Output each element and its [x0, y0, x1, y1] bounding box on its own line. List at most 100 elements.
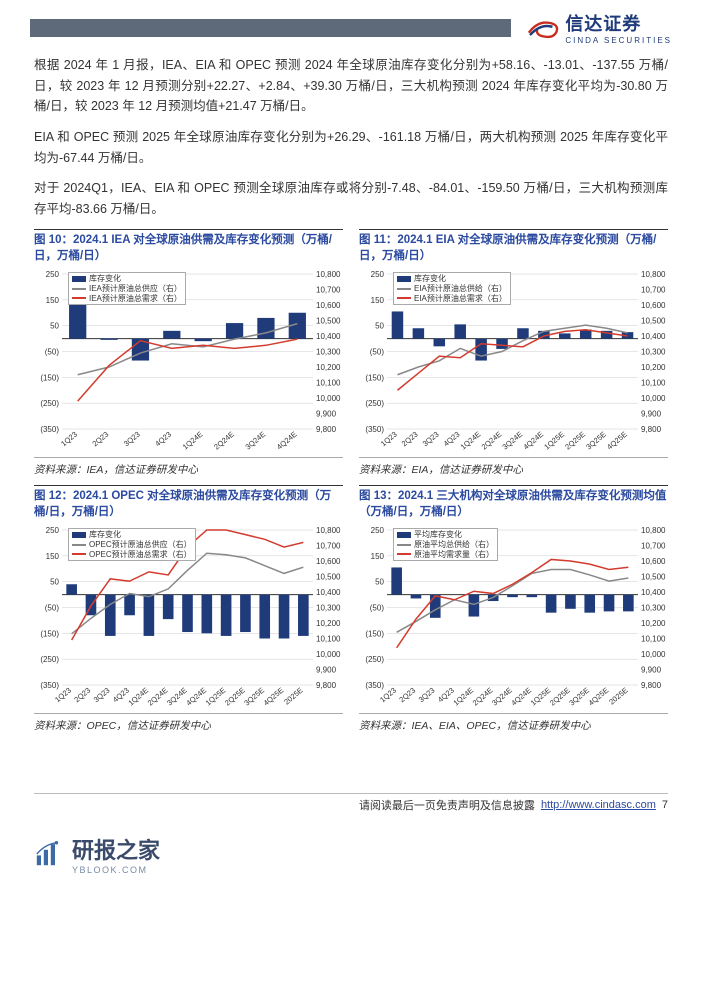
svg-text:10,200: 10,200 [316, 363, 341, 372]
svg-text:3Q23: 3Q23 [122, 430, 142, 449]
svg-text:2Q25E: 2Q25E [563, 430, 587, 452]
svg-text:10,200: 10,200 [641, 619, 666, 628]
svg-text:2Q24E: 2Q24E [471, 686, 495, 708]
svg-text:10,300: 10,300 [316, 604, 341, 613]
header: 信达证券 CINDA SECURITIES [30, 10, 672, 45]
svg-text:1Q23: 1Q23 [59, 430, 79, 449]
svg-text:1Q24E: 1Q24E [181, 430, 205, 452]
svg-text:2Q24E: 2Q24E [146, 686, 170, 708]
svg-text:10,100: 10,100 [641, 379, 666, 388]
svg-text:150: 150 [371, 552, 385, 561]
svg-text:10,000: 10,000 [316, 650, 341, 659]
svg-text:10,800: 10,800 [316, 270, 341, 279]
chart-12-source: 资料来源：OPEC，信达证券研发中心 [34, 718, 343, 733]
chart-10: 图 10：2024.1 IEA 对全球原油供需及库存变化预测（万桶/日，万桶/日… [34, 229, 343, 477]
chart-11-source: 资料来源：EIA，信达证券研发中心 [359, 462, 668, 477]
chart-13: 图 13：2024.1 三大机构对全球原油供需及库存变化预测均值（万桶/日，万桶… [359, 485, 668, 733]
svg-text:1Q25E: 1Q25E [542, 430, 566, 452]
svg-text:2Q25E: 2Q25E [548, 686, 572, 708]
footer-url[interactable]: http://www.cindasc.com [541, 799, 656, 811]
svg-text:2Q25E: 2Q25E [223, 686, 247, 708]
svg-text:10,700: 10,700 [641, 542, 666, 551]
svg-text:(150): (150) [365, 374, 384, 383]
svg-text:10,500: 10,500 [316, 573, 341, 582]
svg-text:10,000: 10,000 [641, 650, 666, 659]
svg-text:(250): (250) [40, 656, 59, 665]
svg-text:9,900: 9,900 [316, 666, 337, 675]
svg-text:50: 50 [50, 322, 59, 331]
svg-text:9,800: 9,800 [641, 425, 662, 434]
svg-text:2Q23: 2Q23 [72, 686, 92, 705]
svg-text:(50): (50) [45, 348, 60, 357]
svg-text:4Q25E: 4Q25E [262, 686, 286, 708]
chart-11-canvas: (350)(250)(150)(50)501502509,8009,90010,… [359, 268, 668, 458]
svg-text:(250): (250) [40, 400, 59, 409]
svg-text:4Q23: 4Q23 [153, 430, 173, 449]
paragraph-3: 对于 2024Q1，IEA、EIA 和 OPEC 预测全球原油库存或将分别-7.… [34, 178, 668, 219]
svg-text:10,600: 10,600 [641, 557, 666, 566]
svg-text:(350): (350) [365, 681, 384, 690]
chart-11-title: 图 11：2024.1 EIA 对全球原油供需及库存变化预测（万桶/日，万桶/日… [359, 229, 668, 264]
svg-text:9,900: 9,900 [316, 410, 337, 419]
svg-text:(50): (50) [370, 604, 385, 613]
svg-text:3Q23: 3Q23 [92, 686, 112, 705]
chart-12-canvas: (350)(250)(150)(50)501502509,8009,90010,… [34, 524, 343, 714]
svg-text:3Q23: 3Q23 [417, 686, 437, 705]
svg-text:10,000: 10,000 [641, 394, 666, 403]
svg-text:(50): (50) [370, 348, 385, 357]
svg-text:250: 250 [46, 526, 60, 535]
svg-text:250: 250 [371, 270, 385, 279]
svg-text:10,200: 10,200 [316, 619, 341, 628]
logo-swirl-icon [525, 15, 561, 41]
svg-text:4Q25E: 4Q25E [605, 430, 629, 452]
svg-text:4Q25E: 4Q25E [587, 686, 611, 708]
svg-text:50: 50 [375, 322, 384, 331]
svg-text:(350): (350) [40, 681, 59, 690]
svg-text:10,600: 10,600 [316, 301, 341, 310]
paragraph-1: 根据 2024 年 1 月报，IEA、EIA 和 OPEC 预测 2024 年全… [34, 55, 668, 117]
svg-text:150: 150 [371, 296, 385, 305]
svg-text:1Q24E: 1Q24E [459, 430, 483, 452]
chart-10-source: 资料来源：IEA，信达证券研发中心 [34, 462, 343, 477]
svg-text:(350): (350) [40, 425, 59, 434]
svg-text:150: 150 [46, 552, 60, 561]
svg-text:3Q25E: 3Q25E [567, 686, 591, 708]
svg-text:10,800: 10,800 [641, 270, 666, 279]
svg-text:10,500: 10,500 [641, 573, 666, 582]
svg-text:10,000: 10,000 [316, 394, 341, 403]
svg-text:(50): (50) [45, 604, 60, 613]
footer-disclaimer: 请阅读最后一页免责声明及信息披露 [359, 797, 535, 813]
svg-text:(350): (350) [365, 425, 384, 434]
logo-main-text: 信达证券 [565, 10, 672, 36]
svg-text:10,600: 10,600 [316, 557, 341, 566]
footer-page: 7 [662, 799, 668, 811]
svg-text:3Q23: 3Q23 [421, 430, 441, 449]
paragraph-2: EIA 和 OPEC 预测 2025 年全球原油库存变化分别为+26.29、-1… [34, 127, 668, 168]
svg-text:250: 250 [371, 526, 385, 535]
svg-text:10,400: 10,400 [316, 588, 341, 597]
svg-text:1Q24E: 1Q24E [126, 686, 150, 708]
svg-text:9,900: 9,900 [641, 410, 662, 419]
chart-11: 图 11：2024.1 EIA 对全球原油供需及库存变化预测（万桶/日，万桶/日… [359, 229, 668, 477]
svg-text:9,800: 9,800 [316, 425, 337, 434]
chart-13-source: 资料来源：IEA、EIA、OPEC，信达证券研发中心 [359, 718, 668, 733]
footer: 请阅读最后一页免责声明及信息披露 http://www.cindasc.com … [34, 793, 668, 813]
svg-text:(150): (150) [40, 374, 59, 383]
svg-text:10,800: 10,800 [316, 526, 341, 535]
svg-text:10,100: 10,100 [641, 635, 666, 644]
chart-12-title: 图 12：2024.1 OPEC 对全球原油供需及库存变化预测（万桶/日，万桶/… [34, 485, 343, 520]
svg-text:3Q24E: 3Q24E [490, 686, 514, 708]
svg-text:4Q24E: 4Q24E [184, 686, 208, 708]
logo-sub-text: CINDA SECURITIES [565, 36, 672, 45]
svg-text:(150): (150) [365, 630, 384, 639]
svg-text:10,700: 10,700 [316, 542, 341, 551]
brand-name: 研报之家 [72, 833, 160, 865]
brand-footer: 研报之家 YBLOOK.COM [34, 833, 668, 875]
svg-text:2Q24E: 2Q24E [480, 430, 504, 452]
brand-bars-icon [34, 840, 62, 868]
svg-text:3Q25E: 3Q25E [242, 686, 266, 708]
charts-grid: 图 10：2024.1 IEA 对全球原油供需及库存变化预测（万桶/日，万桶/日… [34, 229, 668, 733]
svg-text:10,300: 10,300 [641, 604, 666, 613]
svg-text:(250): (250) [365, 656, 384, 665]
svg-text:10,700: 10,700 [316, 286, 341, 295]
